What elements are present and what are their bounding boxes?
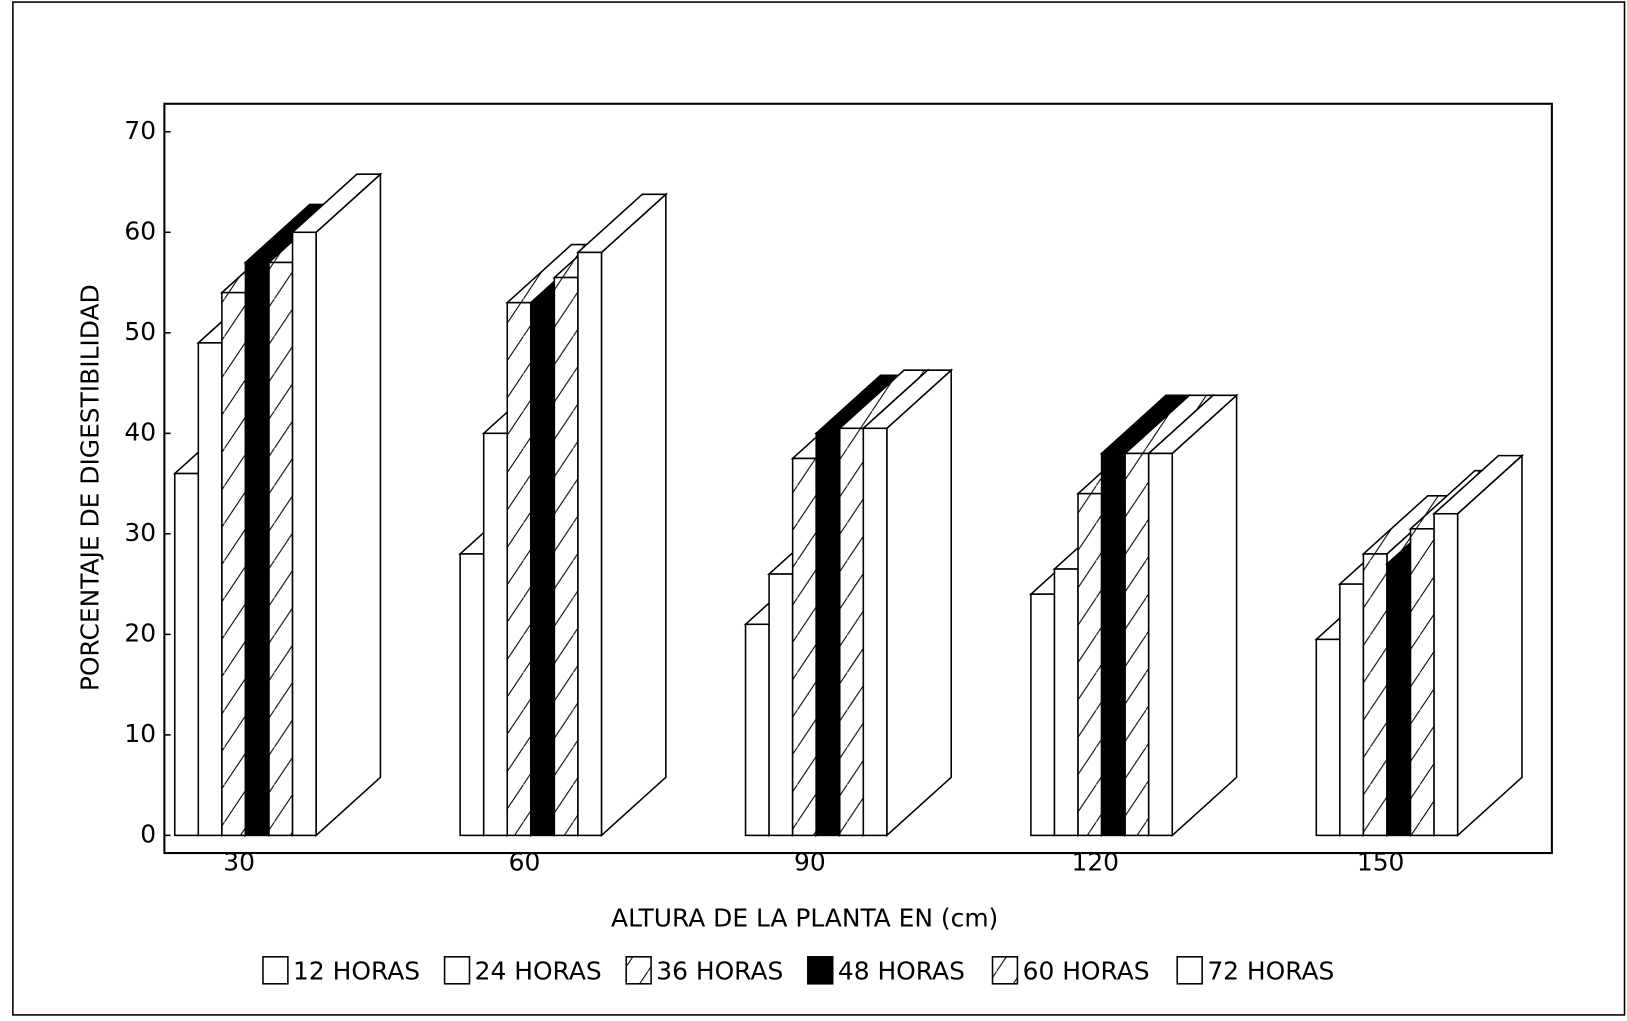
bar-front (1315, 638, 1341, 837)
bar-front (1077, 492, 1103, 837)
bar-side (1456, 453, 1523, 838)
y-tick-label: 0 (140, 819, 156, 848)
legend-label: 72 HORAS (1207, 956, 1334, 985)
bar-front (1053, 568, 1079, 837)
legend-swatch (807, 956, 834, 985)
y-tick-label: 50 (124, 317, 156, 346)
x-tick-label: 60 (509, 847, 541, 876)
bar-front (1339, 583, 1365, 837)
bar-front (553, 276, 579, 837)
y-tick-label: 30 (124, 518, 156, 547)
x-tick-label: 150 (1357, 847, 1405, 876)
legend-swatch (262, 956, 289, 985)
legend-label: 12 HORAS (293, 956, 420, 985)
y-tick-label: 70 (124, 116, 156, 145)
bar-front (482, 432, 509, 837)
bar-front (1030, 593, 1056, 837)
y-tick-label: 60 (124, 216, 156, 245)
y-tick-label: 10 (124, 719, 156, 748)
x-tick-label: 30 (223, 847, 255, 876)
legend-label: 60 HORAS (1023, 956, 1150, 985)
legend-label: 36 HORAS (656, 956, 783, 985)
bar-front (244, 261, 270, 837)
bar-side (600, 192, 667, 838)
bar-front (577, 251, 603, 837)
bar-front (291, 231, 317, 837)
bar-front (1409, 528, 1435, 837)
y-axis-label: PORCENTAJE DE DIGESTIBILIDAD (76, 284, 105, 691)
legend-label: 24 HORAS (475, 956, 602, 985)
bar-front (744, 623, 770, 837)
page-border (12, 1, 1626, 1016)
bar-front (1124, 452, 1150, 837)
bar-front (1386, 563, 1412, 837)
bar-front (862, 427, 888, 837)
bar (575, 192, 668, 838)
bar-front (459, 553, 485, 837)
bar-front (815, 432, 841, 837)
bar-front (506, 301, 532, 837)
bar-front (791, 457, 817, 837)
legend-swatch (625, 956, 652, 985)
x-tick-label: 90 (794, 847, 826, 876)
bar-front (221, 291, 247, 837)
bar-front (268, 261, 294, 837)
bar-side (1171, 393, 1238, 838)
plot-frame (163, 102, 1553, 855)
bar-front (1147, 452, 1174, 837)
bar-front (1100, 452, 1126, 837)
bar-front (838, 427, 865, 837)
y-tick-label: 40 (124, 417, 156, 446)
x-tick-label: 120 (1071, 847, 1119, 876)
bar-front (1433, 512, 1459, 837)
legend-swatch (443, 956, 471, 985)
bar (1432, 453, 1524, 838)
bar-side (315, 172, 382, 838)
bar-side (886, 368, 952, 838)
y-tick-label: 20 (124, 618, 156, 647)
x-axis-label: ALTURA DE LA PLANTA EN (cm) (611, 903, 998, 932)
legend-label: 48 HORAS (838, 956, 965, 985)
bar-front (768, 573, 794, 837)
legend-swatch (1176, 956, 1203, 985)
bar-front (173, 472, 200, 837)
bar-front (197, 342, 223, 837)
bar-front (530, 301, 556, 837)
bar (1146, 393, 1239, 838)
legend-swatch (991, 956, 1019, 985)
bar (861, 368, 954, 838)
bar-front (1362, 553, 1388, 837)
bar (290, 172, 383, 838)
